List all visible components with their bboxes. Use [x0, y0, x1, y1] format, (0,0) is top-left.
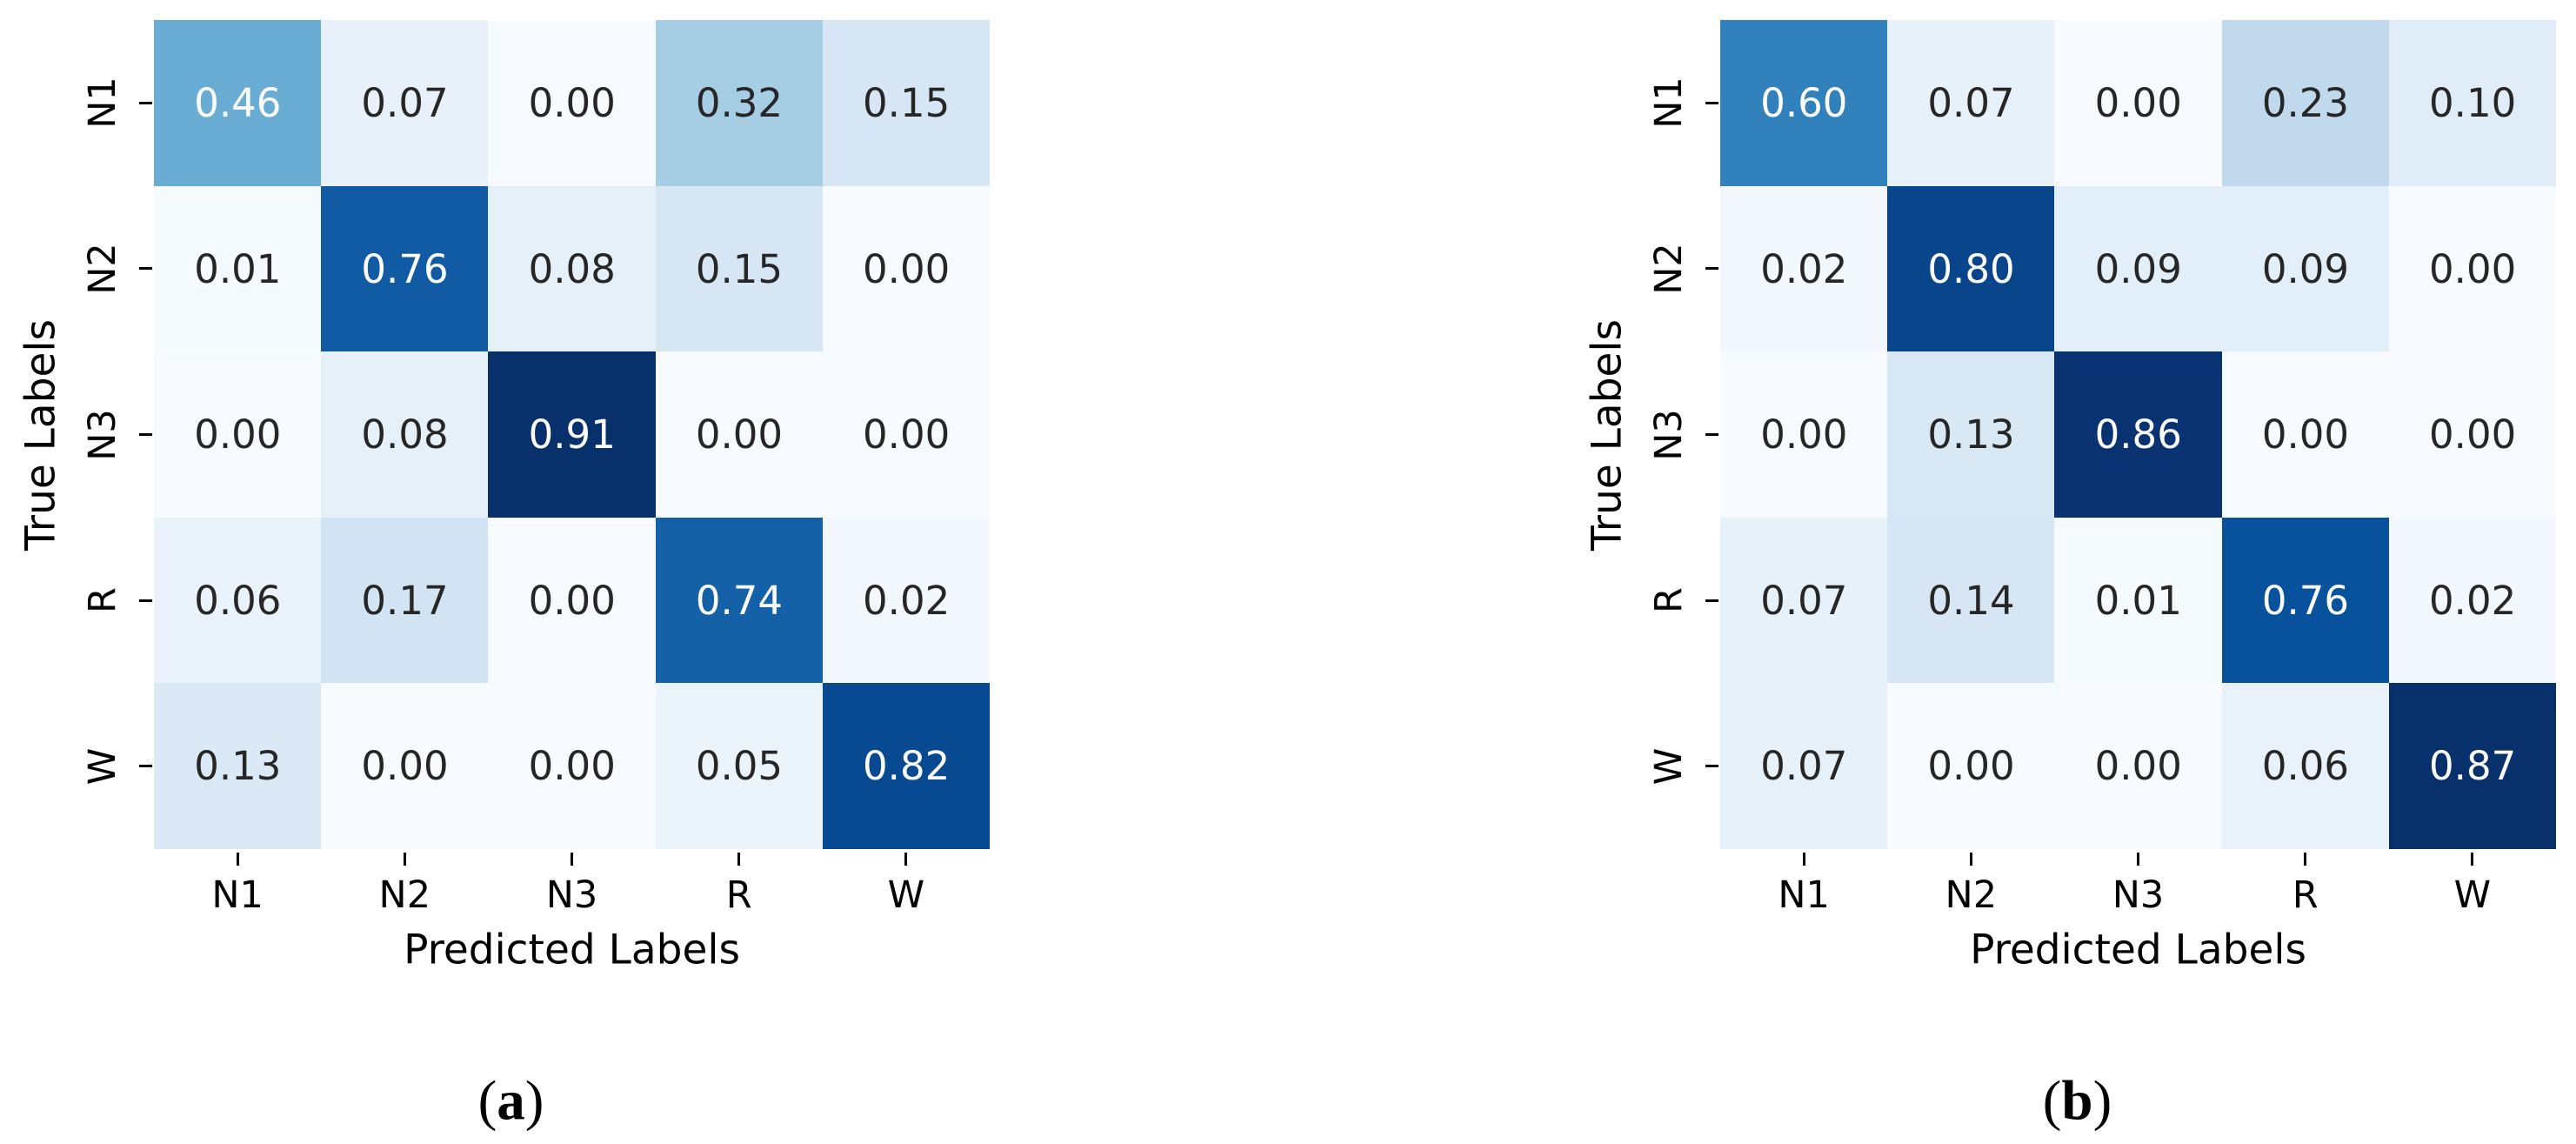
- heatmap-cell: 0.74: [655, 517, 824, 684]
- heatmap-cell: 0.00: [321, 683, 489, 850]
- heatmap-cell: 0.00: [822, 185, 991, 352]
- y-tick-label: N1: [1647, 77, 1691, 130]
- x-tick-label: N3: [2112, 873, 2165, 917]
- heatmap-cell: 0.15: [655, 185, 824, 352]
- heatmap-cell: 0.14: [1887, 517, 2055, 684]
- y-tick-label: N3: [1647, 408, 1691, 461]
- heatmap-cell: 0.23: [2221, 20, 2390, 187]
- heatmap-cell: 0.76: [321, 185, 489, 352]
- x-tick-label: N2: [1945, 873, 1998, 917]
- y-tick-mark: [1705, 433, 1718, 436]
- heatmap-cell: 0.46: [154, 20, 322, 187]
- heatmap-cell: 0.13: [154, 683, 322, 850]
- heatmap-cell: 0.00: [2388, 351, 2557, 518]
- y-tick-mark: [139, 433, 152, 436]
- heatmap-cell: 0.09: [2221, 185, 2390, 352]
- heatmap-cell: 0.00: [488, 20, 657, 187]
- y-tick-mark: [1705, 599, 1718, 602]
- x-tick-label: R: [725, 873, 752, 917]
- heatmap-cell: 0.00: [822, 351, 991, 518]
- heatmap-cell: 0.80: [1887, 185, 2055, 352]
- heatmap-cell: 0.82: [822, 683, 991, 850]
- x-tick-label: W: [2453, 873, 2492, 917]
- heatmap-cell: 0.32: [655, 20, 824, 187]
- heatmap-cell: 0.07: [1720, 683, 1888, 850]
- heatmap-cell: 0.17: [321, 517, 489, 684]
- heatmap-cell: 0.00: [1720, 351, 1888, 518]
- caption-paren-open: (: [2042, 1069, 2062, 1133]
- heatmap-cell: 0.13: [1887, 351, 2055, 518]
- caption-letter: a: [497, 1069, 525, 1133]
- x-tick-mark: [2304, 853, 2307, 866]
- y-tick-mark: [139, 765, 152, 768]
- heatmap-cell: 0.05: [655, 683, 824, 850]
- heatmap-cell: 0.06: [154, 517, 322, 684]
- y-tick-label: N2: [1647, 243, 1691, 295]
- x-tick-label: N1: [1778, 873, 1830, 917]
- x-tick-label: W: [887, 873, 925, 917]
- heatmap-cell: 0.00: [488, 683, 657, 850]
- caption-paren-open: (: [477, 1069, 497, 1133]
- y-tick-mark: [1705, 101, 1718, 104]
- x-axis-label-a: Predicted Labels: [404, 926, 740, 974]
- y-tick-mark: [1705, 765, 1718, 768]
- x-tick-mark: [403, 853, 406, 866]
- panel-caption-b: (b): [2043, 1069, 2112, 1134]
- heatmap-cell: 0.01: [2054, 517, 2223, 684]
- y-tick-mark: [139, 599, 152, 602]
- x-tick-label: R: [2292, 873, 2319, 917]
- x-tick-mark: [737, 853, 741, 866]
- heatmap-cell: 0.07: [1887, 20, 2055, 187]
- heatmap-cell: 0.87: [2388, 683, 2557, 850]
- heatmap-cell: 0.91: [488, 351, 657, 518]
- x-tick-mark: [1969, 853, 1972, 866]
- heatmap-cell: 0.00: [655, 351, 824, 518]
- x-tick-label: N2: [378, 873, 431, 917]
- heatmap-cell: 0.86: [2054, 351, 2223, 518]
- x-tick-mark: [1802, 853, 1805, 866]
- heatmap-cell: 0.02: [2388, 517, 2557, 684]
- x-tick-mark: [904, 853, 908, 866]
- heatmap-cell: 0.00: [2054, 683, 2223, 850]
- y-tick-label: W: [1647, 747, 1691, 785]
- heatmap-cell: 0.07: [321, 20, 489, 187]
- heatmap-cell: 0.02: [1720, 185, 1888, 352]
- heatmap-cell: 0.00: [488, 517, 657, 684]
- heatmap-cell: 0.60: [1720, 20, 1888, 187]
- heatmap-cell: 0.00: [2054, 20, 2223, 187]
- x-tick-mark: [236, 853, 239, 866]
- heatmap-cell: 0.15: [822, 20, 991, 187]
- x-tick-mark: [2471, 853, 2474, 866]
- heatmap-cell: 0.01: [154, 185, 322, 352]
- y-tick-mark: [139, 267, 152, 271]
- x-tick-mark: [571, 853, 573, 866]
- heatmap-cell: 0.09: [2054, 185, 2223, 352]
- y-tick-mark: [139, 101, 152, 104]
- heatmap-cell: 0.76: [2221, 517, 2390, 684]
- caption-paren-close: ): [524, 1069, 544, 1133]
- y-tick-label: R: [1647, 587, 1691, 614]
- heatmap-cell: 0.08: [488, 185, 657, 352]
- heatmap-cell: 0.00: [2388, 185, 2557, 352]
- heatmap-cell: 0.02: [822, 517, 991, 684]
- y-axis-label-b: True Labels: [1583, 318, 1632, 551]
- caption-letter: b: [2061, 1069, 2093, 1133]
- heatmap-cell: 0.08: [321, 351, 489, 518]
- x-tick-label: N3: [545, 873, 598, 917]
- heatmap-cell: 0.07: [1720, 517, 1888, 684]
- panel-caption-a: (a): [478, 1069, 544, 1134]
- heatmap-cell: 0.00: [154, 351, 322, 518]
- y-tick-mark: [1705, 267, 1718, 271]
- heatmap-cell: 0.00: [1887, 683, 2055, 850]
- caption-paren-close: ): [2092, 1069, 2112, 1133]
- heatmap-cell: 0.10: [2388, 20, 2557, 187]
- x-axis-label-b: Predicted Labels: [1970, 926, 2306, 974]
- x-tick-label: N1: [211, 873, 264, 917]
- heatmap-cell: 0.00: [2221, 351, 2390, 518]
- x-tick-mark: [2137, 853, 2139, 866]
- heatmap-cell: 0.06: [2221, 683, 2390, 850]
